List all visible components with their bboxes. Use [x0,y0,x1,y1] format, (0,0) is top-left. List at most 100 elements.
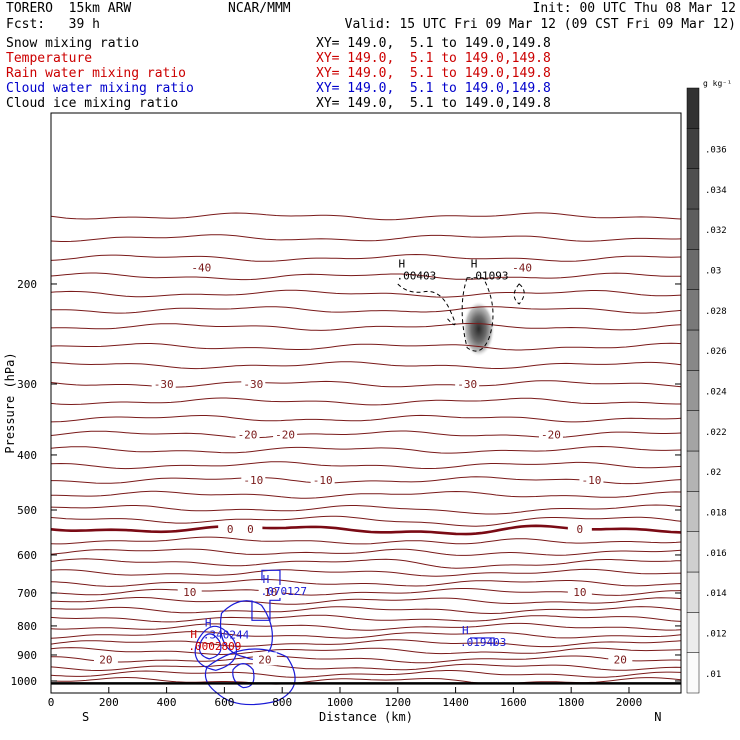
temperature-contour [50,614,682,623]
colorbar-tick-label: .034 [705,186,727,196]
colorbar-box [686,652,700,694]
temperature-label: 20 [99,653,112,666]
maximum-marker: H [462,624,469,637]
y-tick-label: 900 [17,649,37,662]
temperature-label: -20 [541,428,561,441]
y-tick-label: 200 [17,278,37,291]
field-xy-temperature: XY= 149.0, 5.1 to 149.0,149.8 [316,51,551,66]
temperature-contour [50,445,682,454]
temperature-label-bg [273,427,298,441]
temperature-contour [50,568,682,577]
maximum-value: .01093 [469,270,509,283]
field-xy-snow: XY= 149.0, 5.1 to 149.0,149.8 [316,36,551,51]
cloud-water-contour [251,569,281,621]
temperature-label-bg [579,473,604,487]
colorbar-box [686,410,700,452]
temperature-label: 0 [247,523,254,536]
temperature-contour [50,670,682,678]
temperature-contour [50,397,681,406]
temperature-contour [50,272,681,281]
y-tick-label: 400 [17,449,37,462]
temperature-contour [50,380,682,388]
colorbar-tick-label: .016 [705,549,727,559]
temperature-label: 10 [573,586,586,599]
temperature-label-bg [189,260,214,274]
temperature-label-bg [252,652,277,666]
colorbar-box [686,128,700,169]
colorbar-tick-label: .01 [705,670,721,680]
temperature-contour [51,490,682,499]
cloud-water-contour [204,648,296,706]
colorbar-box [686,249,700,290]
temperature-contour [50,579,682,587]
forecast-hour: Fcst: 39 h [6,17,100,32]
temperature-contour [50,647,682,656]
temperature-label: -40 [512,261,532,274]
colorbar-tick-label: .03 [705,267,721,277]
y-tick-label: 1000 [11,675,38,688]
temperature-label-bg [567,584,592,598]
y-tick-label: 500 [17,504,37,517]
field-xy-cloud-ice: XY= 149.0, 5.1 to 149.0,149.8 [316,96,551,111]
cloud-ice-contour [461,277,494,352]
colorbar-tick-label: .036 [705,146,727,156]
temperature-label-bg [567,521,592,535]
colorbar-tick-label: .026 [705,347,727,357]
x-tick-label: 600 [214,696,234,709]
temperature-contour [50,342,682,351]
temperature-label-bg [310,473,335,487]
maximum-value: .019403 [460,636,506,649]
temperature-contour [50,212,682,221]
temperature-contour [50,639,682,648]
y-tick-label: 600 [17,549,37,562]
maximum-marker: H [471,258,478,271]
x-tick-label: 1400 [442,696,469,709]
cloud-water-contour [194,625,238,671]
x-tick-label: 1800 [558,696,585,709]
maximum-value: .070127 [261,585,307,598]
field-name-temperature: Temperature [6,51,93,66]
temperature-contour [50,622,682,631]
temperature-label: -30 [243,378,263,391]
temperature-label-bg [241,473,266,487]
cloud-ice-contour [513,283,525,305]
y-tick-label: 800 [17,620,37,633]
temperature-contour [50,558,682,569]
colorbar-box [686,450,700,492]
temperature-contour [50,253,682,262]
field-name-cloud-water: Cloud water mixing ratio [6,81,194,96]
x-tick-label: 2000 [616,696,643,709]
temperature-label: 20 [258,653,271,666]
colorbar-box [686,370,700,411]
temperature-label-bg [238,521,263,535]
field-name-rain: Rain water mixing ratio [6,66,187,81]
temperature-contour [50,323,682,331]
x-tick-label: 200 [99,696,119,709]
y-axis-label: Pressure (hPa) [3,352,17,453]
temperature-label-bg [151,376,176,390]
maximum-value: .340244 [203,628,250,641]
temperature-contour [50,430,682,439]
colorbar-box [686,87,700,129]
temperature-label: -20 [275,428,295,441]
colorbar-box [686,289,700,331]
x-tick-label: 400 [157,696,177,709]
cloud-water-contour [198,633,222,660]
colorbar-tick-label: .018 [705,509,727,519]
temperature-label-bg [608,652,633,666]
colorbar-tick-label: .028 [705,307,727,317]
colorbar-box [686,531,700,573]
temperature-contour [50,234,682,242]
x-tick-label: 1600 [500,696,527,709]
temperature-contour [50,461,682,470]
y-tick-label: 300 [17,378,37,391]
temperature-label-bg [258,584,283,598]
center-label: NCAR/MMM [228,1,291,16]
temperature-contour [50,548,682,556]
temperature-label: 20 [614,653,627,666]
temperature-label-bg [455,376,480,390]
maximum-value: .0002809 [188,640,241,653]
temperature-contour [50,606,682,615]
